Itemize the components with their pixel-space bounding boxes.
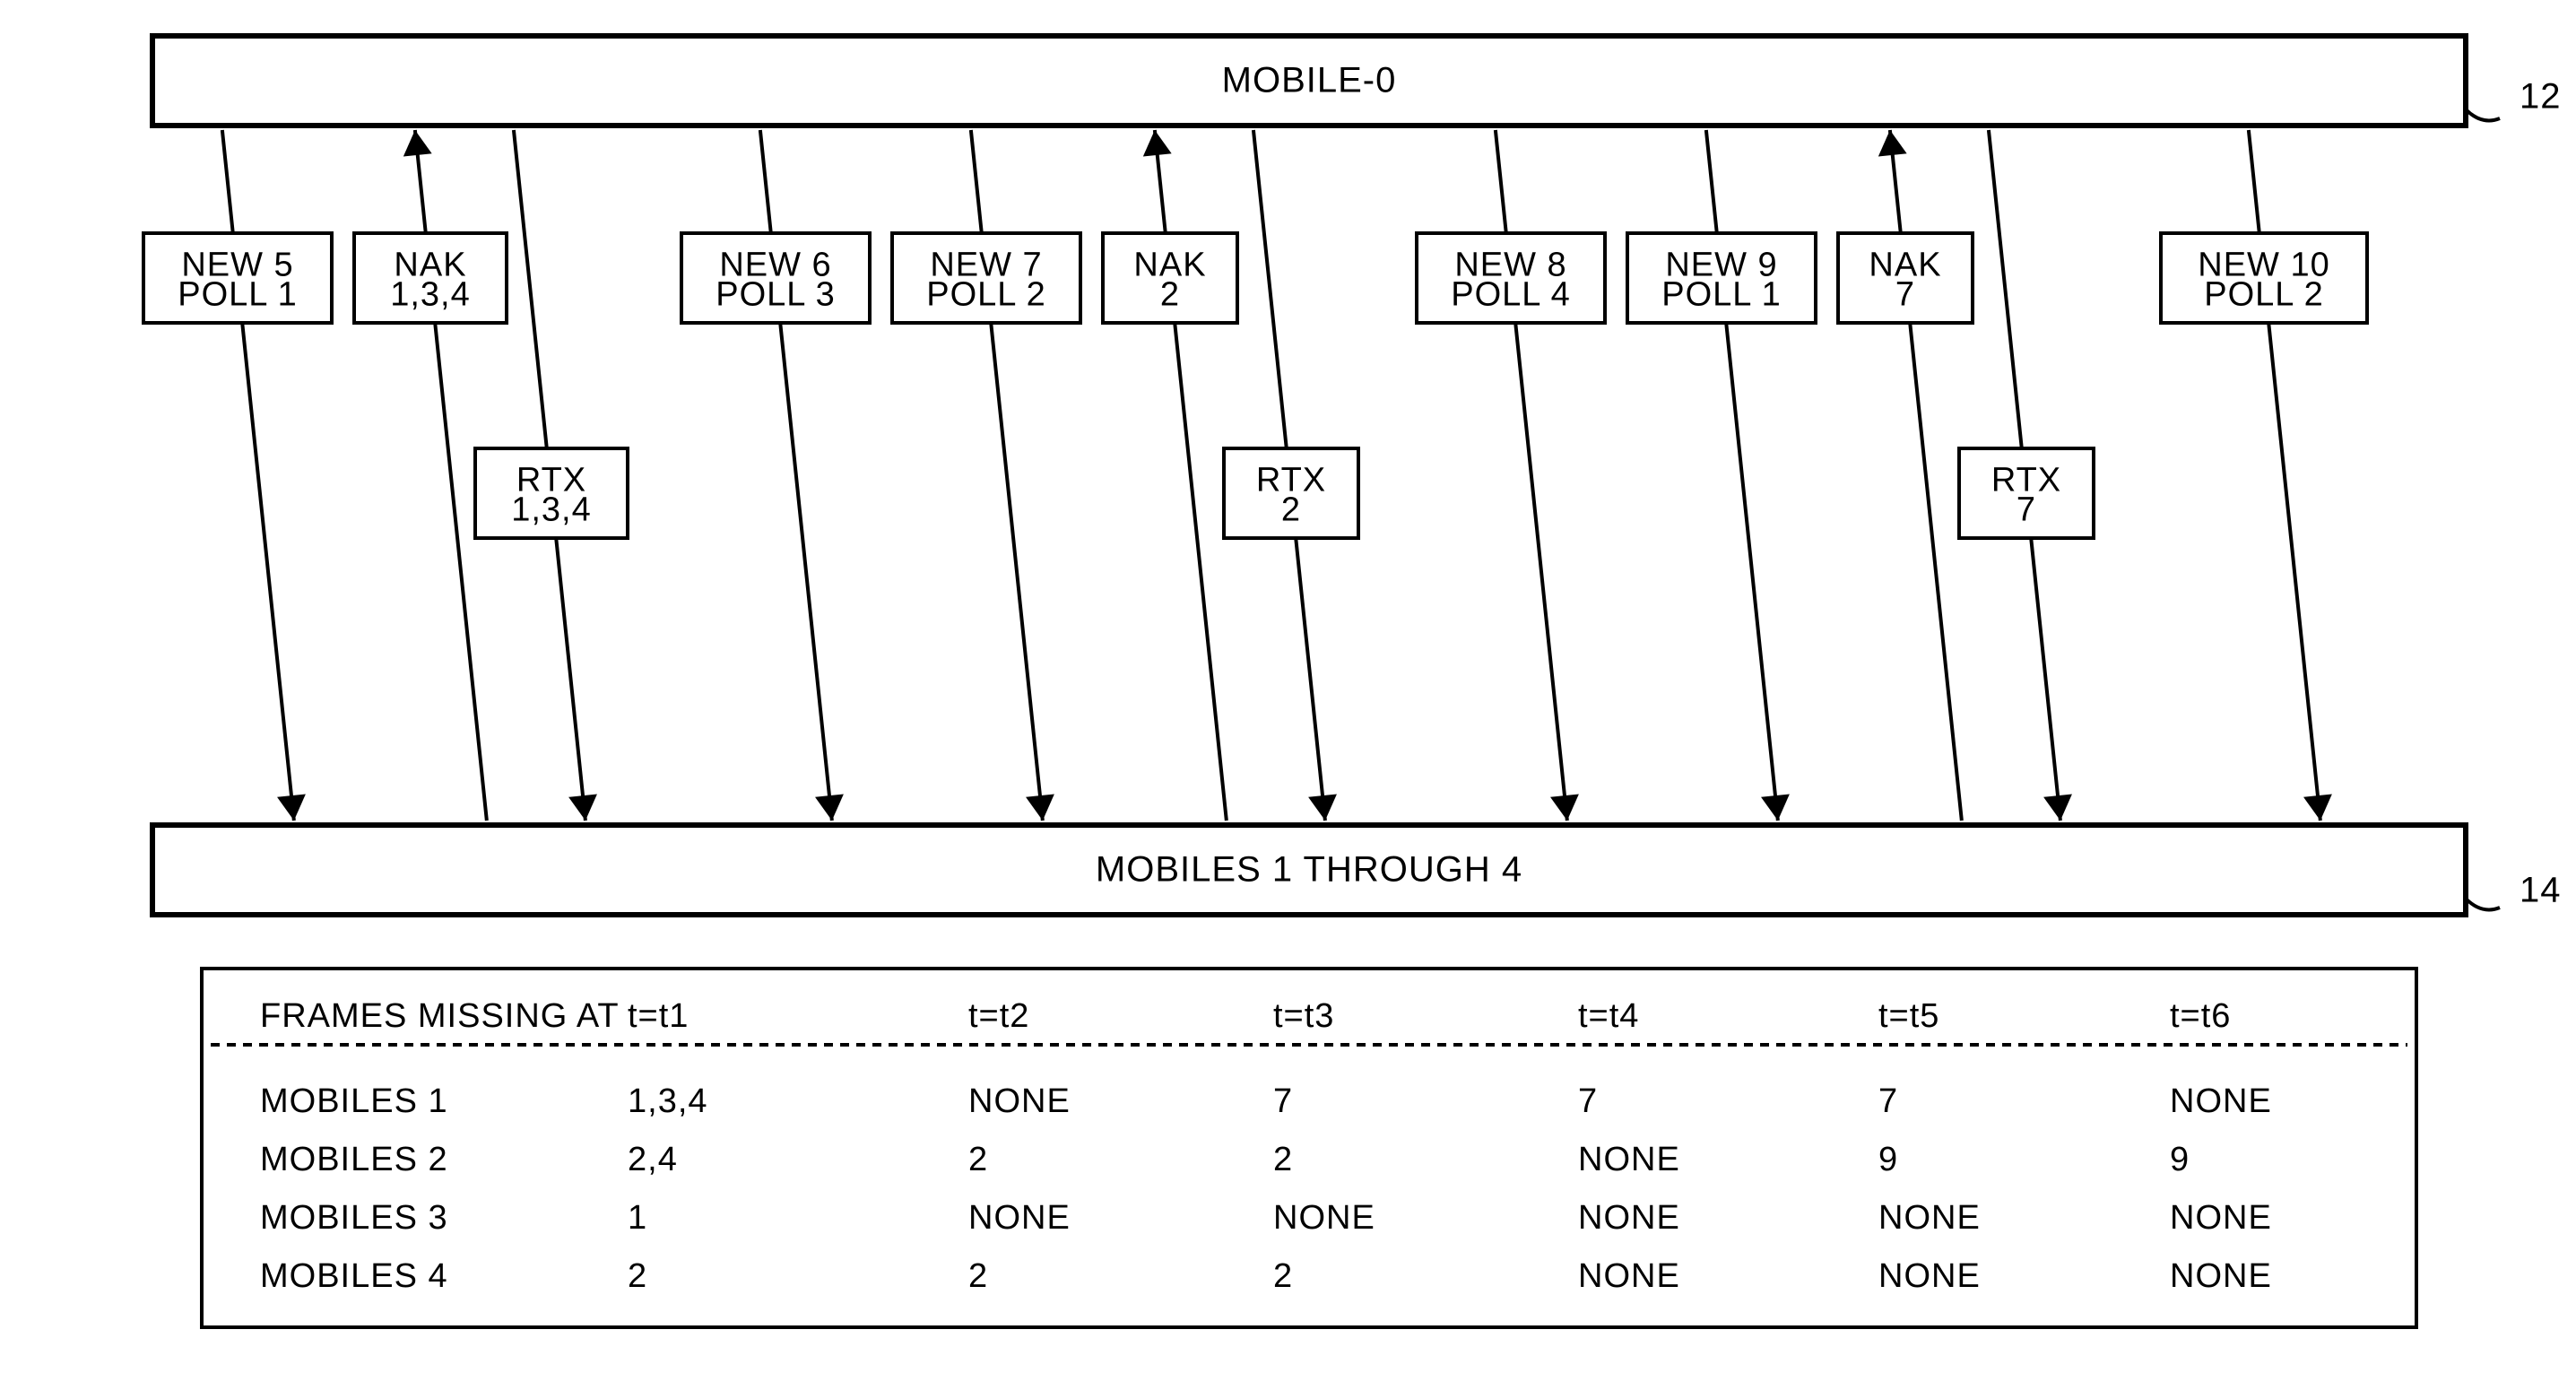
table-cell-2-0: 1 (628, 1199, 647, 1237)
table-cell-3-4: NONE (1878, 1257, 1981, 1295)
table-cell-0-2: 7 (1273, 1082, 1293, 1120)
table-rowlabel-1: MOBILES 2 (260, 1141, 448, 1178)
msg-rtx134-line1: 1,3,4 (511, 491, 592, 529)
table-cell-2-2: NONE (1273, 1199, 1375, 1237)
ref-12: 12 (2520, 77, 2562, 117)
table-time-3: t=t4 (1578, 997, 1639, 1035)
table-time-2: t=t3 (1273, 997, 1334, 1035)
table-time-0: t=t1 (628, 997, 689, 1035)
mobiles-1-4-label: MOBILES 1 THROUGH 4 (1096, 850, 1522, 890)
table-cell-3-1: 2 (968, 1257, 988, 1295)
msg-nak2-line1: 2 (1160, 276, 1180, 314)
table-cell-1-5: 9 (2170, 1141, 2190, 1178)
table-cell-2-4: NONE (1878, 1199, 1981, 1237)
table-rowlabel-2: MOBILES 3 (260, 1199, 448, 1237)
table-cell-3-0: 2 (628, 1257, 647, 1295)
table-cell-1-1: 2 (968, 1141, 988, 1178)
msg-rtx7-line1: 7 (2017, 491, 2036, 529)
table-cell-3-5: NONE (2170, 1257, 2272, 1295)
msg-rtx2-line1: 2 (1281, 491, 1301, 529)
msg-new8-line1: POLL 4 (1451, 276, 1570, 314)
msg-new9-line1: POLL 1 (1661, 276, 1781, 314)
table-cell-0-3: 7 (1578, 1082, 1598, 1120)
table-cell-2-3: NONE (1578, 1199, 1680, 1237)
table-rowlabel-0: MOBILES 1 (260, 1082, 448, 1120)
msg-nak134-line1: 1,3,4 (390, 276, 471, 314)
table-time-1: t=t2 (968, 997, 1029, 1035)
msg-new6-line1: POLL 3 (716, 276, 835, 314)
table-cell-0-1: NONE (968, 1082, 1071, 1120)
ref-14: 14 (2520, 871, 2562, 910)
table-cell-1-2: 2 (1273, 1141, 1293, 1178)
table-time-5: t=t6 (2170, 997, 2231, 1035)
table-header-label: FRAMES MISSING AT (260, 997, 620, 1035)
table-cell-2-1: NONE (968, 1199, 1071, 1237)
table-cell-0-5: NONE (2170, 1082, 2272, 1120)
table-cell-3-2: 2 (1273, 1257, 1293, 1295)
table-cell-0-0: 1,3,4 (628, 1082, 708, 1120)
table-rowlabel-3: MOBILES 4 (260, 1257, 448, 1295)
msg-new5-line1: POLL 1 (178, 276, 297, 314)
table-cell-0-4: 7 (1878, 1082, 1898, 1120)
msg-nak7-line1: 7 (1895, 276, 1915, 314)
table-time-4: t=t5 (1878, 997, 1939, 1035)
msg-new7-line1: POLL 2 (926, 276, 1045, 314)
table-cell-1-0: 2,4 (628, 1141, 678, 1178)
table-cell-3-3: NONE (1578, 1257, 1680, 1295)
table-cell-2-5: NONE (2170, 1199, 2272, 1237)
table-cell-1-3: NONE (1578, 1141, 1680, 1178)
table-cell-1-4: 9 (1878, 1141, 1898, 1178)
msg-new10-line1: POLL 2 (2204, 276, 2323, 314)
mobile-0-label: MOBILE-0 (1222, 61, 1397, 100)
